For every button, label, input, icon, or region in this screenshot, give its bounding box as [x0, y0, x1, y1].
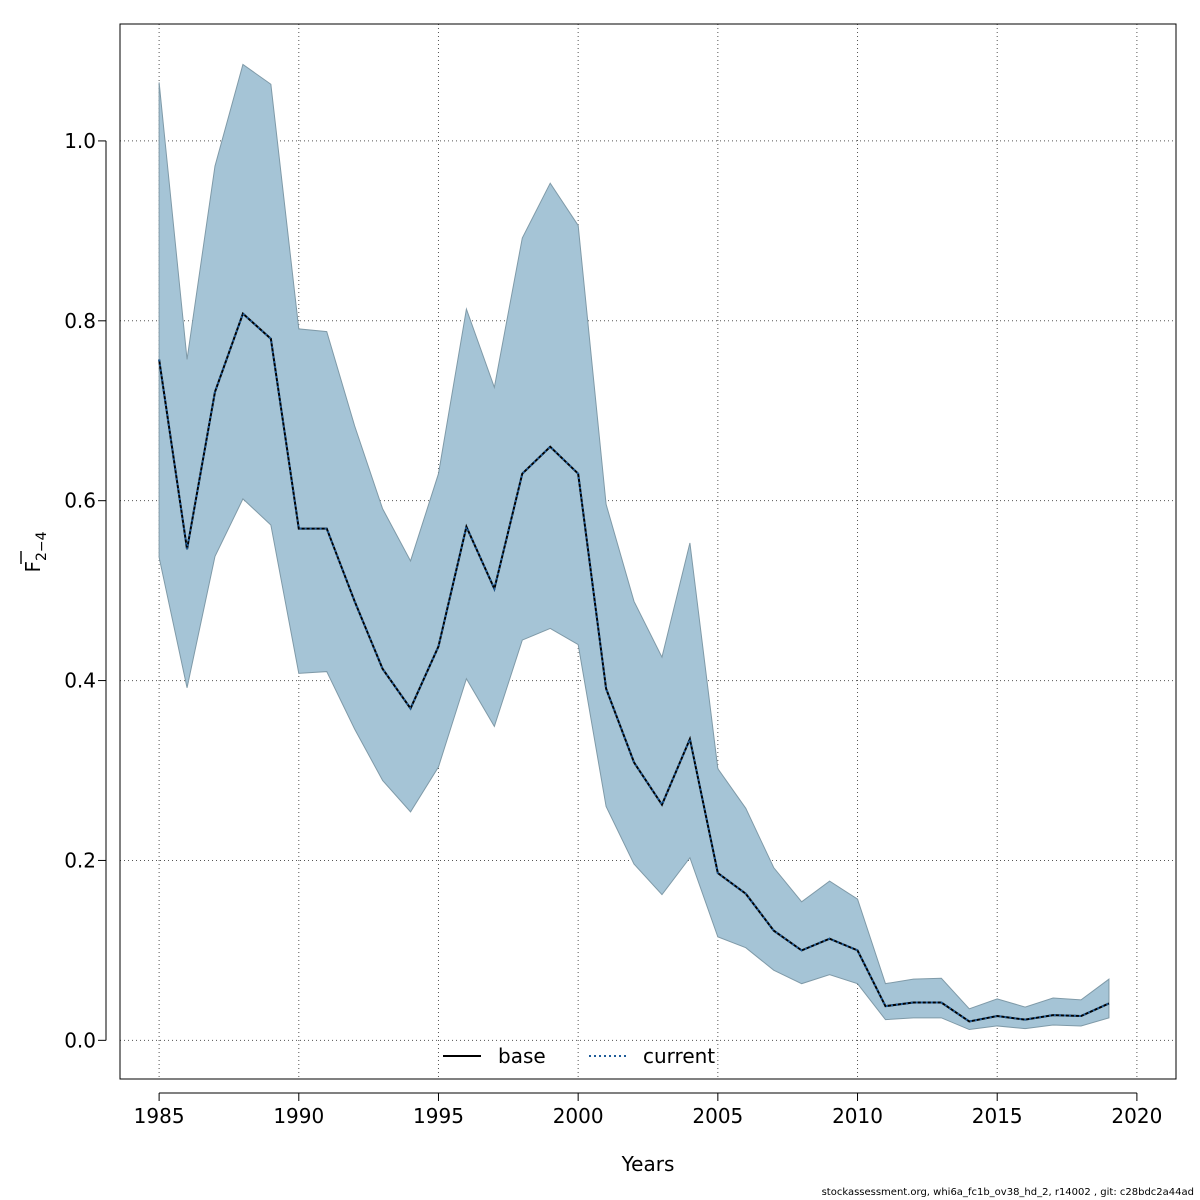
x-tick-label-2000: 2000 [553, 1104, 604, 1128]
y-tick-label-0.4: 0.4 [64, 669, 96, 693]
x-tick-label-2020: 2020 [1111, 1104, 1162, 1128]
x-tick-label-2010: 2010 [832, 1104, 883, 1128]
y-tick-label-1.0: 1.0 [64, 129, 96, 153]
plot-frame [119, 23, 1177, 1080]
footer-text: stockassessment.org, whi6a_fc1b_ov38_hd_… [821, 1187, 1194, 1198]
y-axis-label: F2−4 [20, 531, 50, 573]
series-lines [158, 311, 1110, 1023]
series-line-current [158, 311, 1110, 1023]
confidence-band [158, 63, 1110, 1031]
x-tick-label-2005: 2005 [692, 1104, 743, 1128]
y-tick-label-0.2: 0.2 [64, 848, 96, 872]
legend-current-label: current [643, 1044, 715, 1068]
y-tick-label-0.6: 0.6 [64, 489, 96, 513]
svg-text:F2−4: F2−4 [21, 531, 50, 572]
x-axis-label: Years [621, 1152, 675, 1176]
x-tick-label-1990: 1990 [273, 1104, 324, 1128]
y-tick-label-0.0: 0.0 [64, 1028, 96, 1052]
y-axis-label-sub: 2−4 [34, 531, 50, 561]
y-axis-label-main: F [21, 561, 45, 573]
y-tick-label-0.8: 0.8 [64, 309, 96, 333]
x-tick-label-2015: 2015 [972, 1104, 1023, 1128]
axes: 1985 1990 1995 2000 2005 2010 2015 2020 0.0 0.2 0.… [64, 129, 1162, 1128]
legend: base current [443, 1044, 715, 1068]
x-tick-label-1985: 1985 [134, 1104, 185, 1128]
x-tick-label-1995: 1995 [413, 1104, 464, 1128]
legend-base-label: base [498, 1044, 546, 1068]
